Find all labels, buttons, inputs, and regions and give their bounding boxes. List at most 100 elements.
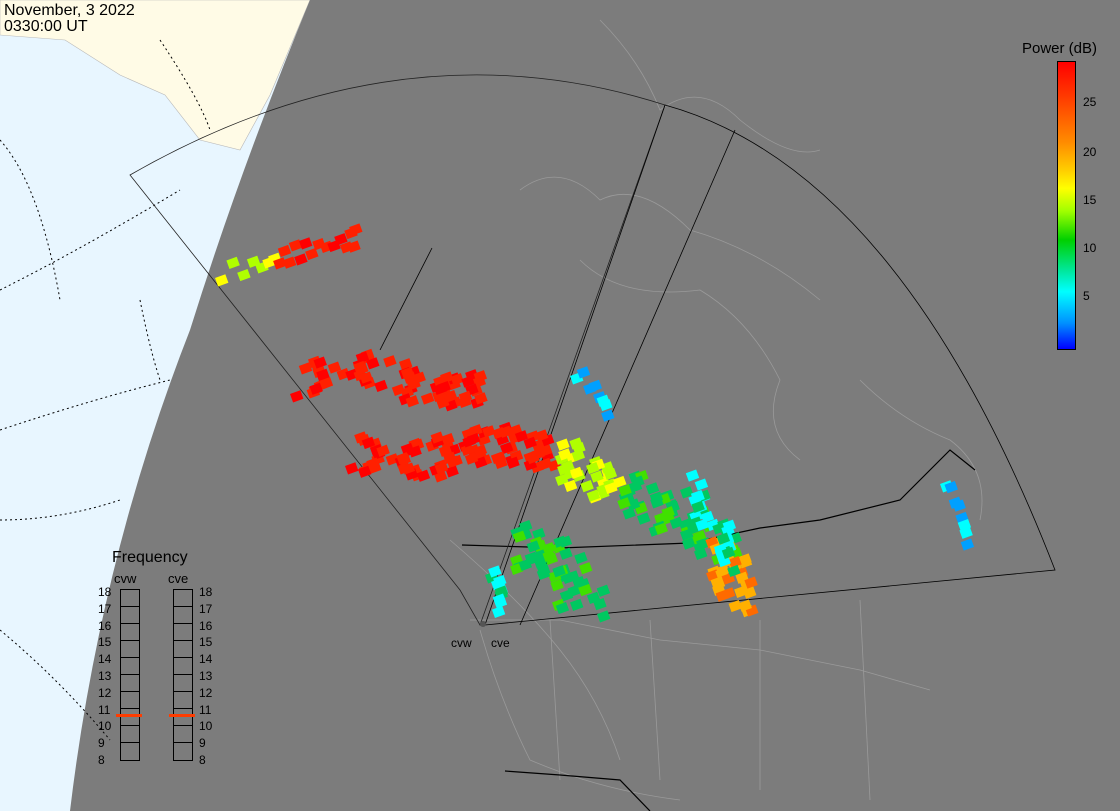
echo-cell bbox=[464, 452, 479, 465]
echo-cell bbox=[345, 462, 359, 475]
echo-cell bbox=[597, 610, 611, 623]
echo-cell bbox=[661, 506, 675, 519]
echo-cell bbox=[491, 605, 506, 619]
radar-label-cve: cve bbox=[491, 636, 510, 650]
echo-cell bbox=[488, 565, 502, 578]
echo-cell bbox=[716, 532, 731, 545]
frequency-level-label: 16 bbox=[98, 618, 112, 633]
echo-cell bbox=[586, 461, 600, 475]
echo-cell bbox=[593, 598, 607, 611]
echo-cell bbox=[727, 564, 741, 578]
echo-cell bbox=[492, 593, 507, 606]
frequency-level-label: 14 bbox=[98, 652, 112, 667]
echo-cell bbox=[626, 498, 641, 511]
frequency-level-label: 9 bbox=[98, 736, 105, 751]
date-label: November, 3 2022 bbox=[4, 2, 135, 19]
echo-cell bbox=[685, 469, 700, 482]
echo-cell bbox=[385, 453, 400, 466]
echo-cell bbox=[711, 577, 726, 590]
echo-cell bbox=[443, 390, 457, 403]
echo-cell bbox=[628, 480, 643, 493]
echo-cell bbox=[355, 362, 369, 375]
echo-cell bbox=[694, 478, 709, 491]
frequency-level-label: 16 bbox=[199, 618, 213, 633]
echo-cell bbox=[405, 395, 420, 408]
echo-cell bbox=[506, 456, 520, 469]
echo-cell bbox=[334, 233, 348, 246]
frequency-level-label: 14 bbox=[199, 652, 213, 667]
echo-cell bbox=[290, 390, 304, 403]
echo-cell bbox=[313, 356, 327, 369]
echo-cell bbox=[412, 371, 426, 384]
echo-cell bbox=[538, 444, 553, 457]
echo-cell bbox=[694, 547, 708, 560]
echo-cell bbox=[358, 465, 372, 478]
echo-cell bbox=[618, 484, 632, 497]
echo-cell bbox=[437, 380, 451, 394]
echo-cell bbox=[613, 475, 627, 489]
echo-cell bbox=[399, 358, 413, 371]
echo-cell bbox=[298, 362, 313, 375]
graticule bbox=[0, 39, 211, 741]
echo-cell bbox=[430, 431, 445, 444]
echo-cell bbox=[645, 482, 660, 495]
colorbar-tick: 15 bbox=[1083, 193, 1097, 207]
echo-cell bbox=[460, 443, 475, 457]
echo-cell bbox=[237, 268, 251, 282]
echo-cell bbox=[557, 463, 571, 476]
echo-cell bbox=[309, 382, 323, 395]
echo-cell bbox=[305, 247, 319, 261]
frequency-box-cve bbox=[173, 589, 193, 761]
echo-cell bbox=[493, 574, 507, 588]
frequency-level-label: 13 bbox=[199, 669, 213, 683]
echo-cell bbox=[299, 237, 313, 250]
frequency-level-label: 10 bbox=[98, 719, 112, 734]
echo-cell bbox=[715, 589, 730, 602]
echo-cell bbox=[349, 223, 363, 236]
echo-cell bbox=[401, 462, 416, 475]
radar-label-cvw: cvw bbox=[451, 636, 472, 650]
echo-cell bbox=[743, 586, 757, 599]
echo-cell bbox=[599, 398, 613, 412]
echo-cell bbox=[361, 436, 376, 449]
echo-cell bbox=[590, 470, 604, 483]
echo-cell bbox=[734, 585, 748, 598]
colorbar-tick: 25 bbox=[1083, 95, 1097, 109]
echo-cell bbox=[728, 555, 742, 569]
echo-cell bbox=[682, 537, 696, 550]
echo-cell bbox=[536, 567, 551, 581]
echo-cell bbox=[368, 461, 382, 474]
echo-cell bbox=[579, 562, 593, 575]
echo-cell bbox=[499, 425, 513, 438]
echo-cell bbox=[523, 436, 537, 449]
echo-cell bbox=[408, 445, 422, 458]
echo-cell bbox=[654, 522, 669, 535]
echo-cell bbox=[512, 530, 527, 543]
echo-cell bbox=[559, 589, 574, 602]
echo-cell bbox=[650, 496, 664, 509]
radar-name-cve: cve bbox=[168, 571, 189, 586]
echo-cell bbox=[555, 473, 569, 486]
echo-cell bbox=[960, 538, 975, 551]
echo-cell bbox=[952, 499, 966, 512]
echo-cell bbox=[637, 512, 651, 525]
frequency-level-label: 18 bbox=[98, 585, 112, 599]
echo-cell bbox=[518, 558, 533, 571]
echo-cell bbox=[449, 454, 463, 468]
echo-cell bbox=[226, 256, 240, 269]
scatter-cells bbox=[215, 223, 975, 623]
echo-cell bbox=[728, 599, 742, 613]
echo-cell bbox=[445, 465, 459, 478]
echo-cell bbox=[721, 546, 736, 559]
echo-cell bbox=[526, 540, 541, 553]
echo-cell bbox=[450, 373, 464, 386]
radar-site bbox=[480, 621, 486, 627]
frequency-title: Frequency bbox=[112, 549, 188, 566]
echo-cell bbox=[588, 379, 603, 392]
echo-cell bbox=[294, 253, 308, 266]
echo-cell bbox=[691, 500, 705, 513]
colorbar-title: Power (dB) bbox=[1022, 40, 1098, 57]
echo-cell bbox=[458, 390, 473, 403]
echo-cell bbox=[574, 551, 588, 565]
frequency-box-cvw bbox=[120, 589, 140, 761]
